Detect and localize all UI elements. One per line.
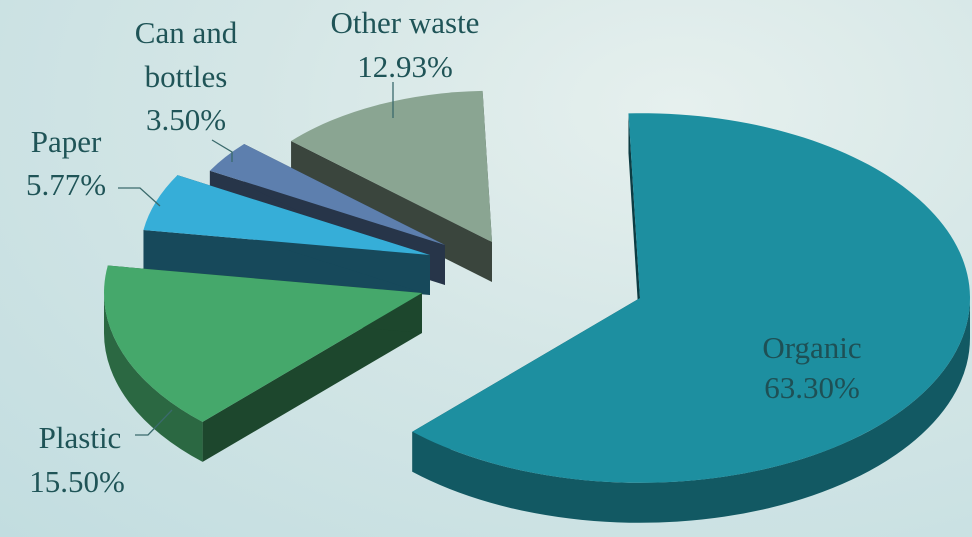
slice-top-face: [143, 175, 431, 255]
leader-line-plastic: [135, 409, 173, 436]
slice-outer-wall: [412, 298, 971, 523]
slice-value-other-waste: 12.93%: [357, 49, 453, 84]
slice-value-can-and-bottles: 3.50%: [146, 102, 226, 137]
slice-paper: [143, 175, 431, 295]
slice-label-organic: Organic: [762, 330, 861, 365]
slice-value-plastic: 15.50%: [29, 464, 125, 499]
slice-label-can-and-bottles-line2: bottles: [145, 59, 228, 94]
slice-outer-wall: [104, 293, 203, 462]
slice-side-wall: [202, 293, 422, 462]
slice-label-can-and-bottles-line1: Can and: [135, 15, 238, 50]
slice-value-organic: 63.30%: [764, 370, 860, 405]
slice-top-face: [412, 113, 970, 483]
slice-side-wall: [143, 229, 431, 295]
slice-label-plastic: Plastic: [39, 420, 122, 455]
slice-plastic: [104, 265, 423, 462]
leader-line-can-and-bottles: [211, 139, 233, 162]
slice-top-face: [104, 265, 423, 422]
slice-label-paper: Paper: [31, 124, 102, 159]
slice-top-face: [209, 143, 445, 245]
slice-organic: [412, 113, 971, 523]
slice-value-paper: 5.77%: [26, 167, 106, 202]
slice-side-wall: [628, 113, 640, 338]
leader-line-paper: [118, 187, 161, 207]
pie-wedges: [104, 90, 971, 523]
slice-label-other-waste: Other waste: [331, 5, 480, 40]
slice-top-face: [291, 90, 492, 242]
